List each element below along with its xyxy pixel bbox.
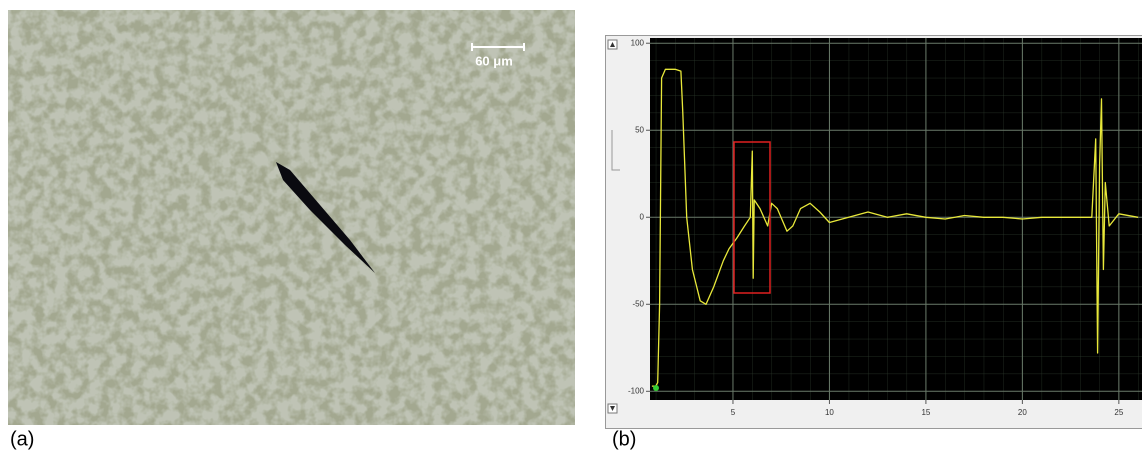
crack (276, 162, 375, 273)
x-tick-label: 5 (731, 408, 736, 417)
highlight-box (733, 141, 771, 294)
micrograph-texture (8, 10, 575, 425)
x-tick-label: 25 (1114, 408, 1123, 417)
y-tick-label: 100 (631, 38, 645, 47)
y-tick-label: 50 (635, 125, 644, 134)
marker (653, 385, 659, 391)
x-tick-label: 10 (825, 408, 834, 417)
y-tick-label: -100 (628, 386, 645, 395)
panel-label: (a) (10, 428, 34, 450)
scale-bar-label: 60 μm (475, 53, 513, 68)
x-tick-label: 20 (1018, 408, 1027, 417)
signal-line (651, 68, 1139, 387)
y-tick-label: 0 (640, 212, 645, 221)
x-tick-label: 15 (921, 408, 930, 417)
panel-label: (b) (612, 428, 636, 450)
minor-grid (650, 38, 1142, 400)
y-tick-label: -50 (632, 299, 644, 308)
